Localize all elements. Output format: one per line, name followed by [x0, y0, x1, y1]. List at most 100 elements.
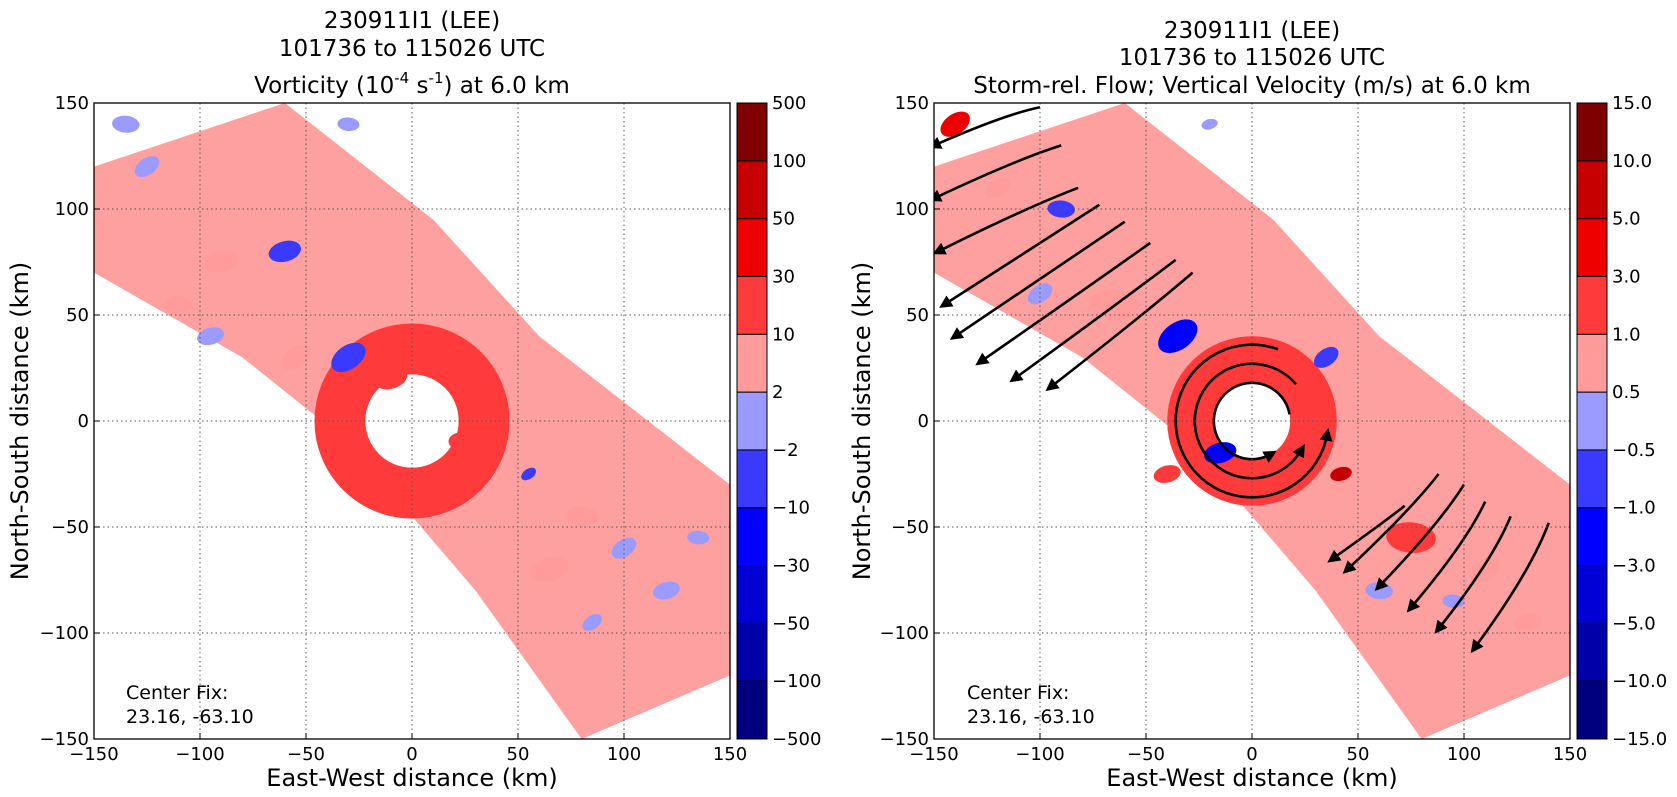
field-blob [1153, 465, 1181, 483]
y-tick-label: −150 [880, 729, 929, 750]
colorbar-tick-label: 15.0 [1612, 93, 1652, 114]
colorbar-bin [1576, 565, 1608, 624]
colorbar-bin [736, 622, 768, 682]
title-line-3: Storm-rel. Flow; Vertical Velocity (m/s)… [973, 73, 1531, 99]
plot-area [94, 103, 730, 739]
y-tick-label: 50 [906, 305, 929, 326]
field-blob [611, 537, 637, 559]
x-tick-label: 150 [713, 744, 747, 765]
field-blob [112, 115, 140, 133]
colorbar-bin [1576, 160, 1608, 220]
x-tick-label: −50 [287, 744, 325, 765]
field-blob [1442, 594, 1465, 609]
y-tick-label: 150 [55, 93, 89, 114]
y-tick-label: −50 [891, 517, 929, 538]
streamline [1045, 271, 1194, 392]
x-tick-label: −50 [1127, 744, 1165, 765]
vertical-velocity-panel: 230911I1 (LEE) 101736 to 115026 UTC Stor… [848, 18, 1667, 792]
field-blob [205, 251, 238, 273]
x-tick-labels: −150 −100 −50 0 50 100 150 [909, 733, 1587, 765]
x-tick-label: 150 [1553, 744, 1587, 765]
streamline [1342, 473, 1440, 574]
x-tick-label: 50 [507, 744, 530, 765]
y-tick-labels: −150 −100 −50 0 50 100 150 [880, 93, 940, 750]
y-axis-label: North-South distance (km) [848, 262, 876, 581]
field-blob [521, 467, 536, 481]
colorbar-bin [736, 160, 768, 220]
center-fix-label: Center Fix: [967, 682, 1069, 704]
colorbar-bin [736, 507, 768, 567]
eye-clear [365, 374, 459, 468]
y-tick-label: 100 [895, 199, 929, 220]
vorticity-panel: 230911I1 (LEE) 101736 to 115026 UTC Vort… [6, 8, 821, 792]
field-blob [1514, 613, 1542, 632]
field-blob [1201, 118, 1218, 130]
colorbar-bin [736, 102, 768, 162]
title-line-3-exponent-2: -1 [429, 69, 444, 87]
title-line-1: 230911I1 (LEE) [324, 8, 500, 34]
x-tick-label: 100 [1447, 744, 1481, 765]
x-axis-label: East-West distance (km) [1106, 764, 1397, 792]
colorbar-tick-label: 100 [772, 151, 806, 172]
colorbar-tick-label: 3.0 [1612, 266, 1641, 287]
colorbar-tick-label: −100 [772, 671, 821, 692]
colorbar-bin [1576, 102, 1608, 162]
field-blob [652, 581, 680, 600]
streamline [975, 241, 1151, 366]
field-blob [582, 613, 603, 631]
field-blob [1158, 319, 1198, 354]
x-tick-label: 0 [406, 744, 417, 765]
field-blob [197, 327, 225, 346]
colorbar-tick-label: −3.0 [1612, 556, 1656, 577]
colorbar-tick-label: 10 [772, 324, 795, 345]
colorbar-tick-label: 5.0 [1612, 209, 1641, 230]
colorbar-tick-label: −5.0 [1612, 613, 1656, 634]
title-line-2: 101736 to 115026 UTC [1119, 45, 1385, 71]
center-fix-value: 23.16, -63.10 [967, 706, 1095, 728]
eyewall-ring [314, 323, 510, 519]
field-blob [280, 344, 311, 371]
streamline [1470, 522, 1551, 654]
field-blob [940, 111, 970, 137]
colorbar-bin [1576, 333, 1608, 393]
streamline [939, 203, 1101, 308]
x-tick-label: −150 [69, 744, 118, 765]
x-tick-label: 0 [1246, 744, 1257, 765]
center-fix-value: 23.16, -63.10 [126, 706, 254, 728]
x-tick-label: 100 [607, 744, 641, 765]
colorbar-tick-label: 50 [772, 209, 795, 230]
colorbar: −500 −100 −50 −30 −10 −2 2 10 30 50 100 500 [736, 93, 821, 750]
colorbar-tick-label: −2 [772, 440, 799, 461]
colorbar-tick-label: −1.0 [1612, 498, 1656, 519]
field-blob [337, 117, 360, 132]
x-tick-label: −100 [175, 744, 224, 765]
streamline [1374, 483, 1466, 592]
field-blob [985, 177, 1010, 199]
x-tick-label: −150 [909, 744, 958, 765]
eye-clear [1213, 382, 1291, 460]
colorbar-tick-label: 0.5 [1612, 382, 1641, 403]
streamline [1327, 504, 1406, 563]
streamline-circle [1212, 381, 1291, 463]
colorbar-bin [1576, 507, 1608, 567]
x-tick-labels: −150 −100 −50 0 50 100 150 [69, 733, 747, 765]
y-tick-label: −100 [40, 623, 89, 644]
title-line-3-mid: s [409, 73, 428, 99]
field-blob [530, 556, 569, 582]
title-line-3-exponent: -4 [394, 69, 409, 87]
streamline [934, 186, 1079, 255]
colorbar-bin [1576, 680, 1608, 740]
title-line-3: Vorticity (10-4 s-1) at 6.0 km [254, 69, 570, 99]
field-blob [331, 342, 366, 373]
colorbar-tick-label: −500 [772, 729, 821, 750]
field-blob [1204, 442, 1237, 464]
center-fix-label: Center Fix: [126, 682, 228, 704]
colorbar-tick-label: −15.0 [1612, 729, 1667, 750]
colorbar-tick-label: −50 [772, 613, 810, 634]
field-blob [374, 367, 407, 390]
colorbar-bin [736, 275, 768, 335]
y-axis-label: North-South distance (km) [6, 262, 34, 581]
colorbar-bin [736, 449, 768, 509]
colorbar-tick-label: −10 [772, 498, 810, 519]
streamline [949, 220, 1126, 340]
